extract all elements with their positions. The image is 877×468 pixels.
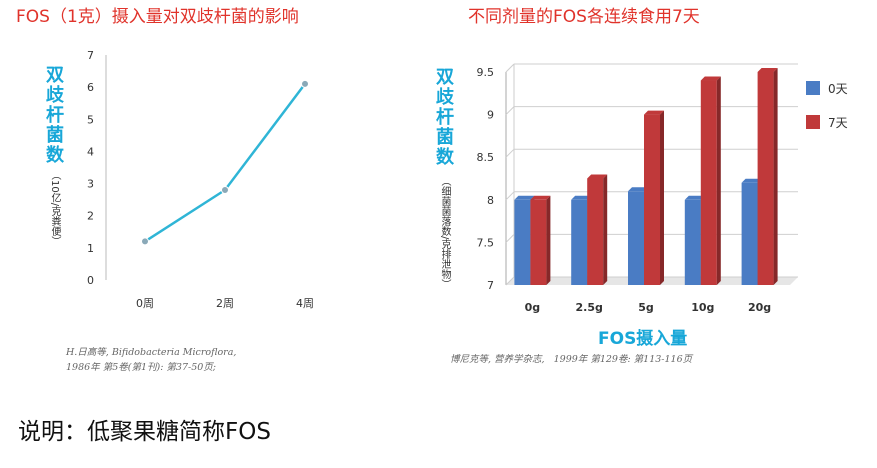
left-line-chart: 0 1 2 3 4 5 6 7 0周 2周 4周 bbox=[87, 49, 314, 310]
right-bar-day0 bbox=[571, 199, 588, 285]
left-chart-citation: H.日高等, Bifidobacteria Microflora, 1986年 … bbox=[66, 347, 237, 373]
legend-swatch-day7 bbox=[806, 115, 820, 129]
right-bar-day0 bbox=[628, 191, 644, 285]
left-data-point bbox=[301, 79, 309, 88]
left-y-tick-label: 3 bbox=[87, 178, 94, 191]
left-y-tick-label: 6 bbox=[87, 81, 94, 94]
right-chart-xlabel: FOS摄入量 bbox=[598, 329, 688, 349]
right-y-tick-label: 7 bbox=[487, 279, 494, 292]
right-chart-title: 不同剂量的FOS各连续食用7天 bbox=[468, 7, 700, 27]
left-y-tick-label: 4 bbox=[87, 145, 94, 158]
right-y-tick-label: 8.5 bbox=[477, 151, 495, 164]
right-x-tick-label: 5g bbox=[638, 301, 654, 314]
right-bar-day7 bbox=[530, 199, 547, 285]
left-x-tick-label: 2周 bbox=[216, 297, 234, 310]
left-y-tick-label: 0 bbox=[87, 274, 94, 287]
legend-label: 0天 bbox=[828, 82, 848, 96]
left-y-tick-label: 7 bbox=[87, 49, 94, 62]
right-gridline-side bbox=[505, 234, 515, 243]
right-x-tick-label: 2.5g bbox=[576, 301, 603, 314]
right-gridline-side bbox=[505, 106, 515, 115]
footnote: 说明：低聚果糖简称FOS bbox=[18, 419, 271, 445]
right-bar-chart: 7 7.5 8 8.5 9 9.5 0g 2.5g 5g 10g 20g 0天 7天 bbox=[477, 63, 848, 314]
right-bar-day7 bbox=[757, 72, 774, 285]
left-y-tick-label: 2 bbox=[87, 210, 94, 223]
left-chart-ylabel: 双歧杆菌数 bbox=[46, 65, 64, 166]
right-chart-ylabel: 双歧杆菌数 bbox=[436, 67, 454, 168]
right-gridline-side bbox=[505, 63, 515, 73]
left-series-line bbox=[144, 83, 306, 243]
right-bar-side bbox=[773, 68, 778, 285]
right-bar-top bbox=[571, 195, 592, 200]
left-data-point bbox=[141, 237, 149, 246]
right-bar-day7 bbox=[700, 80, 717, 286]
right-bar-day0 bbox=[684, 199, 701, 285]
left-x-tick-label: 4周 bbox=[296, 297, 314, 310]
right-bar-top bbox=[644, 110, 664, 115]
left-data-point bbox=[221, 186, 229, 194]
left-y-tick-label: 5 bbox=[87, 113, 94, 126]
left-y-tick-label: 1 bbox=[87, 242, 94, 255]
legend-label: 7天 bbox=[828, 116, 848, 130]
legend-swatch-day0 bbox=[806, 81, 820, 95]
right-bar-day7 bbox=[587, 178, 604, 285]
right-y-tick-label: 9 bbox=[487, 109, 494, 122]
right-bar-top bbox=[530, 195, 551, 200]
left-chart-ylabel-unit: （10亿/克粪便） bbox=[49, 170, 60, 247]
right-bar-day0 bbox=[741, 182, 758, 285]
right-x-tick-label: 10g bbox=[691, 301, 714, 314]
right-gridline-side bbox=[505, 148, 515, 158]
right-bar-top bbox=[514, 195, 535, 200]
right-bar-side bbox=[716, 76, 721, 286]
right-chart-ylabel-unit: （细菌菌落数/克排泄物） bbox=[439, 176, 450, 290]
right-bar-day7 bbox=[644, 114, 660, 285]
left-chart-title: FOS（1克）摄入量对双歧杆菌的影响 bbox=[16, 7, 299, 27]
right-bar-top bbox=[684, 195, 705, 200]
right-y-tick-label: 8 bbox=[487, 194, 494, 207]
left-x-tick-label: 0周 bbox=[136, 297, 154, 310]
right-chart-citation: 博尼克等, 营养学杂志, 1999年 第129卷: 第113-116页 bbox=[450, 354, 693, 365]
right-bar-top bbox=[587, 174, 608, 179]
right-y-tick-label: 9.5 bbox=[477, 66, 495, 79]
right-bar-top bbox=[700, 76, 721, 81]
right-gridline-side bbox=[505, 191, 515, 201]
right-bar-top bbox=[741, 178, 762, 183]
right-bar-top bbox=[757, 68, 778, 72]
right-x-tick-label: 20g bbox=[748, 301, 771, 314]
right-bar-day0 bbox=[514, 199, 531, 285]
right-bar-top bbox=[628, 187, 648, 192]
right-y-tick-label: 7.5 bbox=[477, 236, 495, 249]
right-bar-side bbox=[660, 110, 664, 285]
right-x-tick-label: 0g bbox=[525, 301, 541, 314]
right-bar-side bbox=[603, 174, 608, 285]
right-bar-side bbox=[546, 195, 551, 285]
right-gridline-side bbox=[505, 276, 515, 286]
